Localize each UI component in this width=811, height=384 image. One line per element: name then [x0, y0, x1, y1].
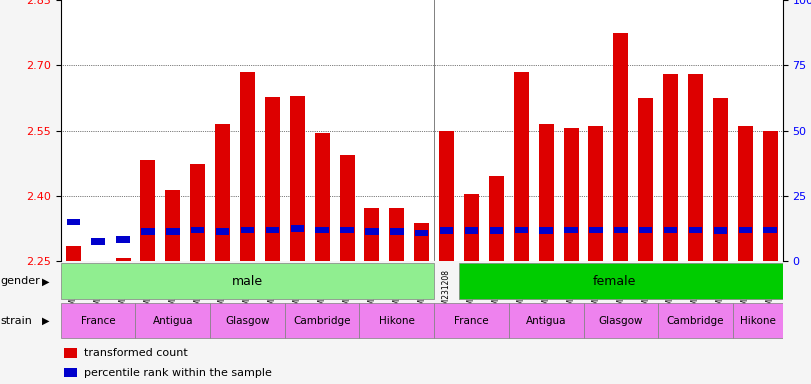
Bar: [67, 218, 80, 225]
Bar: [590, 227, 603, 233]
Text: Glasgow: Glasgow: [599, 316, 643, 326]
Bar: [91, 261, 105, 262]
Bar: [714, 227, 727, 234]
Bar: [64, 367, 77, 377]
Bar: [490, 227, 503, 234]
Bar: [64, 348, 77, 358]
Bar: [140, 160, 156, 261]
Text: Cambridge: Cambridge: [667, 316, 724, 326]
Bar: [66, 246, 81, 261]
Bar: [614, 227, 628, 233]
Bar: [240, 72, 255, 261]
Text: France: France: [81, 316, 115, 326]
Bar: [290, 96, 305, 261]
Bar: [434, 303, 508, 338]
Bar: [61, 303, 135, 338]
Bar: [762, 131, 778, 261]
Bar: [265, 97, 280, 261]
Bar: [341, 227, 354, 233]
Bar: [191, 227, 204, 233]
Bar: [359, 303, 434, 338]
Bar: [364, 208, 380, 261]
Bar: [664, 227, 677, 233]
Bar: [116, 236, 130, 243]
Bar: [389, 208, 405, 261]
Bar: [689, 227, 702, 233]
Text: Cambridge: Cambridge: [294, 316, 351, 326]
Text: Antigua: Antigua: [526, 316, 566, 326]
Bar: [564, 227, 577, 233]
Bar: [688, 74, 703, 261]
Bar: [191, 164, 205, 261]
Bar: [739, 227, 752, 233]
Bar: [285, 303, 359, 338]
Bar: [464, 194, 479, 261]
Text: percentile rank within the sample: percentile rank within the sample: [84, 367, 272, 377]
Bar: [61, 263, 434, 300]
Bar: [713, 98, 727, 261]
Bar: [514, 72, 529, 261]
Bar: [489, 176, 504, 261]
Bar: [241, 227, 254, 233]
Bar: [738, 126, 753, 261]
Bar: [583, 303, 659, 338]
Bar: [141, 228, 155, 235]
Bar: [465, 227, 478, 234]
Bar: [539, 227, 553, 234]
Text: Antigua: Antigua: [152, 316, 193, 326]
Bar: [539, 124, 554, 261]
Bar: [514, 227, 528, 233]
Bar: [733, 303, 783, 338]
Bar: [290, 225, 304, 232]
Bar: [589, 126, 603, 261]
Bar: [564, 128, 578, 261]
Bar: [365, 228, 379, 235]
Bar: [116, 258, 131, 261]
Bar: [266, 227, 279, 233]
Bar: [659, 303, 733, 338]
Bar: [638, 98, 653, 261]
Bar: [459, 263, 783, 300]
Text: Glasgow: Glasgow: [225, 316, 270, 326]
Bar: [216, 228, 230, 235]
Bar: [508, 303, 583, 338]
Bar: [315, 227, 329, 233]
Text: female: female: [593, 275, 637, 288]
Text: gender: gender: [1, 276, 41, 286]
Text: ▶: ▶: [42, 316, 49, 326]
Bar: [763, 227, 777, 233]
Bar: [390, 228, 404, 235]
Text: France: France: [454, 316, 489, 326]
Bar: [166, 228, 179, 235]
Bar: [439, 131, 454, 261]
Text: ▶: ▶: [42, 276, 49, 286]
Text: transformed count: transformed count: [84, 348, 187, 358]
Bar: [440, 227, 453, 234]
Text: Hikone: Hikone: [740, 316, 775, 326]
Bar: [414, 223, 429, 261]
Bar: [165, 190, 180, 261]
Bar: [663, 74, 678, 261]
Bar: [415, 230, 428, 236]
Bar: [315, 133, 329, 261]
Bar: [92, 238, 105, 245]
Text: male: male: [232, 275, 263, 288]
Text: strain: strain: [1, 316, 32, 326]
Bar: [340, 156, 354, 261]
Bar: [210, 303, 285, 338]
Bar: [215, 124, 230, 261]
Text: Hikone: Hikone: [379, 316, 414, 326]
Bar: [135, 303, 210, 338]
Bar: [639, 227, 652, 233]
Bar: [613, 33, 629, 261]
